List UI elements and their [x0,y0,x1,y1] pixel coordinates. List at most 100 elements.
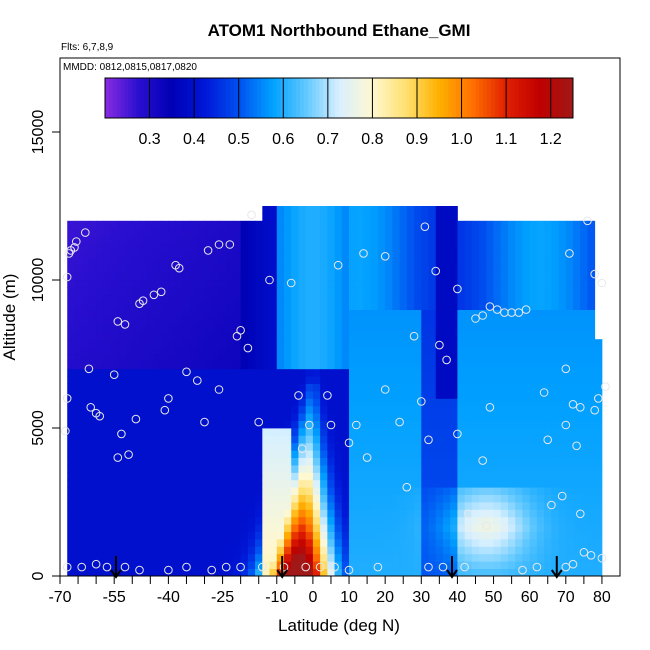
heatmap-cell [349,553,357,562]
heatmap-cell [96,294,104,303]
heatmap-cell [479,235,487,244]
heatmap-cell [117,220,126,229]
heatmap-cell [81,509,90,518]
heatmap-cell [370,235,379,244]
colorbar-segment [296,78,301,118]
heatmap-cell [349,213,357,222]
heatmap-cell [334,243,343,251]
heatmap-cell [312,376,321,384]
heatmap-cell [96,361,104,370]
heatmap-cell [153,502,162,510]
heatmap-cell [370,539,379,547]
heatmap-cell [110,383,119,392]
heatmap-cell [291,435,299,444]
heatmap-cell [269,265,278,273]
heatmap-cell [226,272,234,281]
heatmap-cell [117,450,126,458]
heatmap-cell [197,317,205,325]
heatmap-cell [565,250,574,259]
heatmap-cell [493,339,502,347]
heatmap-cell [276,265,285,273]
heatmap-cell [392,302,401,310]
heatmap-cell [240,472,249,481]
heatmap-cell [247,354,256,362]
heatmap-cell [450,539,458,547]
heatmap-cell [175,294,184,303]
heatmap-cell [81,339,90,347]
heatmap-cell [320,413,328,421]
heatmap-cell [161,272,169,281]
heatmap-cell [168,494,177,503]
heatmap-cell [204,294,213,303]
heatmap-cell [508,509,516,518]
heatmap-cell [139,324,148,333]
heatmap-cell [500,324,509,333]
heatmap-cell [573,457,581,466]
heatmap-cell [385,568,393,576]
heatmap-cell [305,206,314,214]
heatmap-cell [211,294,220,303]
heatmap-cell [544,228,552,236]
heatmap-cell [558,546,567,555]
data-point [590,405,600,415]
heatmap-cell [508,228,516,236]
heatmap-cell [385,442,393,451]
heatmap-cell [211,317,220,325]
heatmap-cell [565,391,574,399]
heatmap-cell [493,472,502,481]
heatmap-cell [370,206,379,214]
heatmap-cell [479,561,487,569]
heatmap-cell [442,487,451,495]
heatmap-cell [594,435,603,444]
heatmap-cell [96,531,104,540]
heatmap-cell [565,531,574,540]
heatmap-cell [103,257,111,266]
heatmap-cell [139,383,148,392]
colorbar-segment [268,78,274,118]
heatmap-cell [247,368,256,377]
heatmap-cell [211,235,220,244]
heatmap-cell [240,368,249,377]
heatmap-cell [515,450,523,458]
heatmap-cell [168,324,177,333]
heatmap-cell [218,494,227,503]
heatmap-cell [240,405,249,414]
heatmap-cell [515,494,523,503]
colorbar-segment [510,78,515,118]
heatmap-cell [197,354,205,362]
heatmap-cell [247,494,256,503]
heatmap-cell [117,250,126,259]
heatmap-cell [428,331,437,340]
heatmap-cell [211,391,220,399]
heatmap-cell [190,568,198,576]
heatmap-cell [522,391,531,399]
heatmap-cell [139,272,148,281]
heatmap-cell [117,413,126,421]
heatmap-cell [363,294,372,303]
heatmap-cell [565,243,574,251]
heatmap-cell [522,435,531,444]
heatmap-cell [493,287,502,296]
heatmap-cell [471,413,480,421]
heatmap-cell [334,250,343,259]
heatmap-cell [493,428,502,436]
heatmap-cell [284,487,292,495]
heatmap-cell [276,213,285,222]
colorbar-segment [428,78,434,118]
heatmap-cell [536,494,545,503]
heatmap-cell [298,516,307,525]
heatmap-cell [428,516,437,525]
heatmap-cell [161,509,169,518]
heatmap-cell [125,265,133,273]
heatmap-cell [175,354,184,362]
heatmap-cell [211,450,220,458]
heatmap-cell [88,435,97,444]
heatmap-cell [88,494,97,503]
heatmap-cell [298,546,307,555]
x-tick-label: -40 [157,589,180,606]
heatmap-cell [464,405,473,414]
heatmap-cell [110,361,119,370]
heatmap-cell [197,339,205,347]
heatmap-cell [565,457,574,466]
heatmap-cell [240,465,249,473]
